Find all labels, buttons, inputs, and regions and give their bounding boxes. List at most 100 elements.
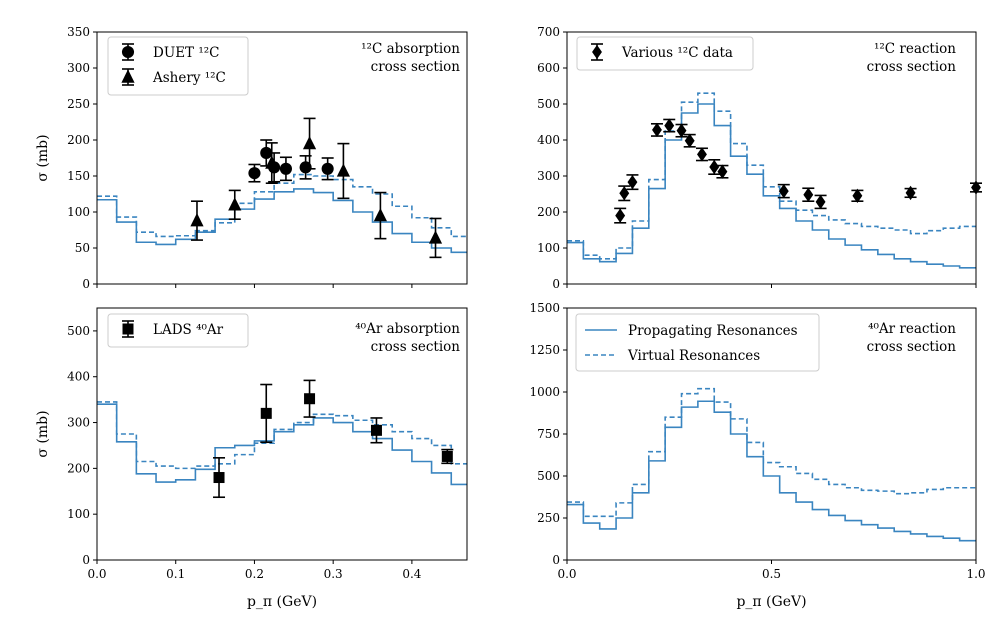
y-tick-label: 200 <box>67 461 90 475</box>
data-point-circle <box>248 167 261 180</box>
y-tick-label: 1250 <box>529 343 560 357</box>
y-tick-label: 100 <box>537 241 560 255</box>
y-tick-label: 600 <box>537 61 560 75</box>
data-point-triangle <box>302 136 317 150</box>
axes-frame <box>96 307 468 561</box>
x-axis-title: p_π (GeV) <box>247 594 317 610</box>
y-tick-label: 150 <box>67 169 90 183</box>
x-tick-label: 0.1 <box>166 567 185 581</box>
legend-marker-square <box>122 323 134 335</box>
x-tick-label: 0.2 <box>245 567 264 581</box>
y-tick-label: 300 <box>67 61 90 75</box>
panel-annotation: ¹²C reaction <box>874 41 956 57</box>
model-legend-box <box>575 313 820 372</box>
propagating-resonances-line <box>567 400 976 542</box>
panel-annotation: ⁴⁰Ar absorption <box>355 321 460 337</box>
panel-ar40-reaction: 0 250 500 750 1000 1250 1500 0.0 0.5 1.0 p_π (GeV)… <box>529 301 985 610</box>
panel-annotation: cross section <box>371 59 461 75</box>
panel-annotation: ⁴⁰Ar reaction <box>868 321 956 337</box>
y-tick-label: 0 <box>552 553 560 567</box>
panel-annotation: ¹²C absorption <box>361 41 460 57</box>
data-legend-label: DUET ¹²C <box>153 45 220 61</box>
y-tick-label: 300 <box>537 169 560 183</box>
y-tick-label: 100 <box>67 507 90 521</box>
data-point-square <box>370 424 382 436</box>
panel-ar40-absorption: 0 100 200 300 400 500 0.0 0.1 0.2 0.3 0.4 σ (mb) p_π… <box>35 307 468 610</box>
x-tick-label: 0.0 <box>87 567 106 581</box>
data-point-diamond <box>664 118 675 133</box>
panel-c12-reaction: 0 100 200 300 400 500 600 700 ¹²C reaction cross … <box>537 25 982 291</box>
x-tick-label: 0.4 <box>402 567 421 581</box>
data-point-square <box>304 393 316 405</box>
axes-frame <box>96 31 468 285</box>
y-axis-title: σ (mb) <box>35 410 51 457</box>
y-tick-label: 200 <box>537 205 560 219</box>
data-point-diamond <box>852 188 863 203</box>
x-tick-label: 0.3 <box>324 567 343 581</box>
data-legend-label: Various ¹²C data <box>621 45 733 61</box>
y-tick-label: 500 <box>537 469 560 483</box>
y-tick-label: 250 <box>67 97 90 111</box>
x-tick-label: 0.0 <box>557 567 576 581</box>
data-point-circle <box>299 161 312 174</box>
panel-annotation: cross section <box>867 339 957 355</box>
legend-marker-circle <box>121 45 135 59</box>
y-tick-label: 0 <box>552 277 560 291</box>
data-point-diamond <box>697 147 707 162</box>
y-tick-label: 500 <box>537 97 560 111</box>
y-axis-title: σ (mb) <box>35 134 51 181</box>
data-point-diamond <box>615 208 626 223</box>
y-tick-label: 100 <box>67 205 90 219</box>
y-tick-label: 200 <box>67 133 90 147</box>
data-point-triangle <box>428 230 443 244</box>
x-axis-title: p_π (GeV) <box>736 594 806 610</box>
data-point-circle <box>321 162 334 175</box>
panel-annotation: cross section <box>867 59 957 75</box>
y-tick-label: 700 <box>537 25 560 39</box>
propagating-resonances-line <box>97 188 467 254</box>
y-tick-label: 50 <box>75 241 90 255</box>
y-tick-label: 750 <box>537 427 560 441</box>
data-point-diamond <box>803 187 814 202</box>
virtual-resonances-line <box>567 92 976 260</box>
data-legend-label: Ashery ¹²C <box>152 70 226 86</box>
data-legend-box <box>576 36 754 71</box>
data-point-circle <box>260 146 273 160</box>
x-tick-label: 0.5 <box>762 567 781 581</box>
legend-marker-diamond <box>592 44 602 60</box>
data-point-square <box>213 472 225 484</box>
data-point-diamond <box>684 133 695 148</box>
legend-marker-triangle <box>121 69 135 83</box>
y-tick-label: 300 <box>67 416 90 430</box>
virtual-resonances-line <box>567 387 976 518</box>
data-point-square <box>260 407 272 419</box>
propagating-resonances-line <box>567 103 976 269</box>
virtual-resonances-line <box>97 401 467 470</box>
data-point-triangle <box>373 208 388 222</box>
data-point-triangle <box>190 213 204 227</box>
y-tick-label: 0 <box>82 553 90 567</box>
data-point-diamond <box>815 194 826 210</box>
y-tick-label: 0 <box>82 277 90 291</box>
data-point-circle <box>279 162 292 175</box>
y-tick-label: 400 <box>67 370 90 384</box>
model-legend: Propagating Resonances Virtual Resonance… <box>575 313 820 372</box>
propagating-resonances-line <box>97 403 467 486</box>
virtual-resonances-line <box>97 173 467 238</box>
data-point-diamond <box>717 164 728 179</box>
data-point-diamond <box>652 122 662 138</box>
panel-annotation: cross section <box>371 339 461 355</box>
data-point-triangle <box>265 155 279 169</box>
y-tick-label: 350 <box>67 25 90 39</box>
data-point-diamond <box>627 174 638 190</box>
data-legend-box <box>107 36 249 96</box>
legend-solid-label: Propagating Resonances <box>628 323 798 339</box>
y-tick-label: 1500 <box>529 301 560 315</box>
y-tick-label: 400 <box>537 133 560 147</box>
panel-c12-absorption: 0 50 100 150 200 250 300 350 σ (mb) ¹²C absorptio… <box>35 25 468 291</box>
data-point-triangle <box>228 197 242 211</box>
y-tick-label: 250 <box>537 511 560 525</box>
data-point-triangle <box>336 163 351 177</box>
